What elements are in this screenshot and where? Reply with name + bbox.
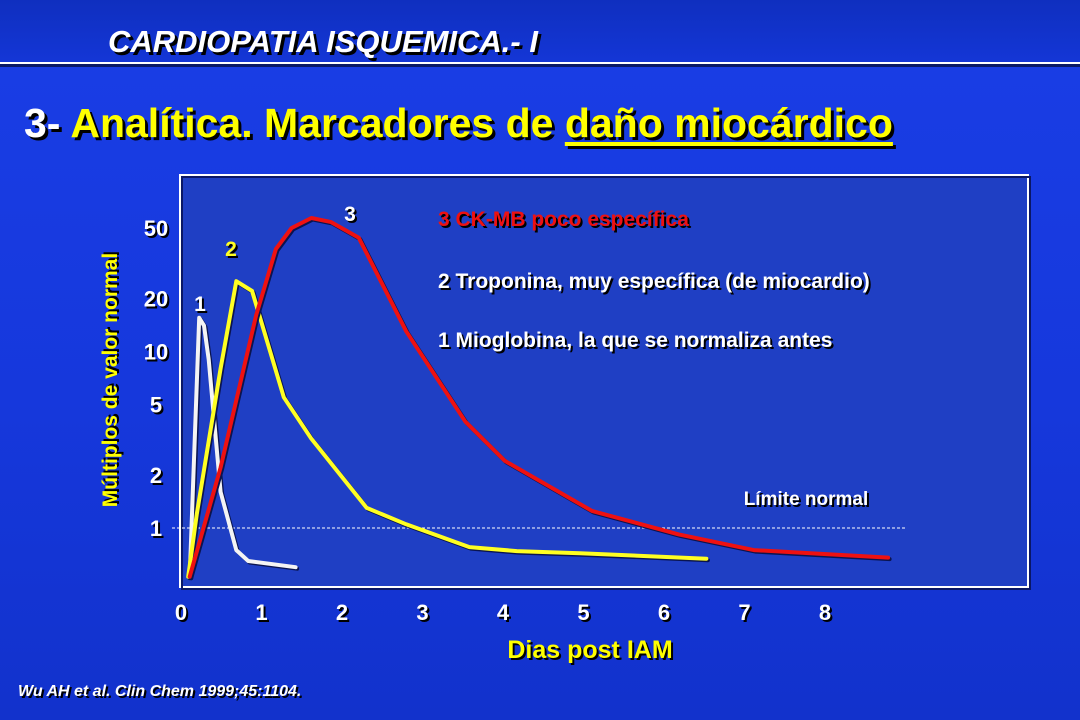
x-tick-label: 7 — [738, 600, 750, 625]
x-tick-label: 1 — [255, 600, 267, 625]
header-band — [0, 0, 1080, 64]
y-axis-label: Múltiplos de valor normal — [99, 253, 122, 507]
x-tick-label: 2 — [336, 600, 348, 625]
series-label-3: 3 — [344, 203, 356, 226]
y-tick-label: 1 — [150, 516, 162, 541]
x-tick-label: 0 — [175, 600, 187, 625]
slide-title-main: Analítica. Marcadores de — [70, 100, 554, 146]
plot-area-shadow — [181, 176, 1031, 590]
y-tick-label: 10 — [144, 339, 168, 364]
citation: Wu AH et al. Clin Chem 1999;45:1104. — [18, 683, 302, 700]
x-tick-label: 6 — [658, 600, 670, 625]
header-title: CARDIOPATIA ISQUEMICA.- I — [108, 24, 538, 59]
y-tick-label: 50 — [144, 216, 168, 241]
legend-entry: 3 CK-MB poco específica — [438, 208, 689, 231]
series-3-line — [187, 216, 891, 579]
reference-line-label: Límite normal — [744, 489, 869, 510]
x-axis-label: Dias post IAM — [507, 636, 672, 664]
series-2-line — [186, 279, 709, 579]
plot-area — [179, 174, 1029, 588]
slide-title-number: 3- — [24, 100, 61, 146]
x-tick-label: 5 — [577, 600, 589, 625]
legend-entry: 1 Mioglobina, la que se normaliza antes — [438, 329, 832, 352]
y-tick-label: 2 — [150, 463, 162, 488]
x-tick-label: 4 — [497, 600, 510, 625]
slide-title: 3- Analítica. Marcadores de daño miocárd… — [24, 100, 893, 147]
legend-entry: 2 Troponina, muy específica (de miocardi… — [438, 270, 870, 293]
series-label-1: 1 — [194, 293, 206, 316]
slide-title-underlined: daño miocárdico — [564, 100, 893, 146]
series-label-2: 2 — [225, 238, 237, 261]
x-tick-label: 8 — [819, 600, 831, 625]
x-tick-label: 3 — [416, 600, 428, 625]
y-tick-label: 20 — [144, 286, 168, 311]
y-tick-label: 5 — [150, 393, 162, 418]
